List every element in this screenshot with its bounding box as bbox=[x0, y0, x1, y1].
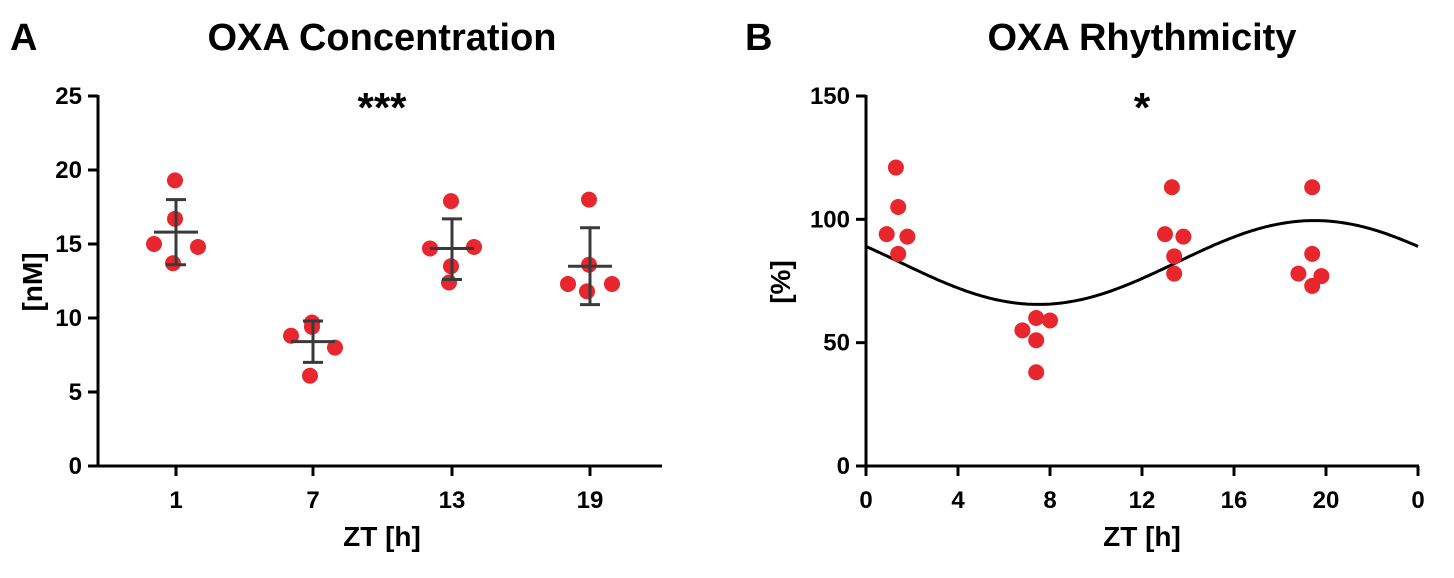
panel-b-point bbox=[899, 228, 916, 245]
panel-b-point bbox=[1157, 226, 1173, 243]
panel-a-ylabel: [nM] bbox=[17, 252, 48, 311]
panel-a-significance: *** bbox=[357, 84, 407, 131]
panel-a-point bbox=[302, 367, 318, 384]
panel-a-x-tick-label: 13 bbox=[439, 487, 466, 514]
panel-a-point bbox=[560, 275, 576, 292]
panel-a-x-tick-label: 7 bbox=[306, 487, 319, 514]
panel-a-x-tick-label: 1 bbox=[169, 487, 182, 514]
panel-a-point bbox=[441, 274, 457, 291]
panel-b-point bbox=[878, 226, 895, 243]
panel-a-y-tick-label: 10 bbox=[55, 305, 82, 332]
panel-b-point bbox=[890, 199, 907, 215]
panel-a-point bbox=[327, 339, 343, 356]
panel-b-y-tick-label: 100 bbox=[810, 206, 850, 233]
panel-b-point bbox=[1014, 322, 1031, 339]
panel-a-point bbox=[581, 191, 597, 208]
panel-a-x-tick-label: 19 bbox=[577, 487, 604, 514]
panel-b-y-tick-label: 50 bbox=[823, 330, 850, 357]
panel-b-y-tick-label: 0 bbox=[837, 453, 850, 480]
panel-a-point bbox=[190, 238, 206, 255]
panel-b-point bbox=[1304, 179, 1321, 196]
panel-a-xlabel: ZT [h] bbox=[343, 521, 421, 552]
panel-b-point bbox=[1028, 364, 1045, 381]
panel-b-letter: B bbox=[745, 17, 772, 59]
panel-b-x-tick-label: 16 bbox=[1221, 487, 1248, 514]
panel-a-letter: A bbox=[10, 17, 37, 59]
panel-a-point bbox=[283, 327, 299, 344]
panel-b-x-tick-label: 0 bbox=[1411, 487, 1424, 514]
panel-b-point bbox=[1304, 277, 1321, 294]
panel-b-ylabel: [%] bbox=[765, 260, 796, 304]
panel-b-point bbox=[1163, 179, 1180, 196]
panel-b-axes: 0 50 100 150 0 4 8 12 16 20 0 bbox=[810, 83, 1425, 514]
panel-a-point bbox=[579, 283, 595, 300]
panel-b-x-tick-label: 4 bbox=[951, 487, 965, 514]
panel-b-point bbox=[1166, 248, 1183, 265]
panel-a-point bbox=[167, 172, 183, 189]
panel-b-point bbox=[887, 159, 904, 176]
panel-a-axes: 0 5 10 15 20 25 1 7 13 19 bbox=[55, 83, 662, 514]
panel-b-y-tick-label: 150 bbox=[810, 83, 850, 110]
panel-a-point bbox=[146, 236, 162, 252]
panel-b-point bbox=[1042, 312, 1058, 329]
panel-a-y-tick-label: 20 bbox=[55, 157, 82, 184]
panel-b-point bbox=[1028, 332, 1045, 349]
panel-b-x-tick-label: 0 bbox=[859, 487, 872, 514]
panel-a-point bbox=[604, 275, 620, 292]
panel-b-marks bbox=[865, 159, 1419, 381]
panel-b-point bbox=[1290, 265, 1307, 282]
panel-a-y-tick-label: 5 bbox=[69, 379, 82, 406]
panel-a-y-tick-label: 15 bbox=[55, 231, 82, 258]
panel-a-y-tick-label: 25 bbox=[55, 83, 82, 110]
panel-b-point bbox=[1166, 265, 1183, 282]
panel-b-title: OXA Rhythmicity bbox=[988, 17, 1297, 59]
panel-a-y-tick-label: 0 bbox=[69, 453, 82, 480]
panel-a: A OXA Concentration *** ZT [h] [nM] 0 5 10… bbox=[10, 17, 662, 552]
panel-b-x-tick-label: 12 bbox=[1129, 487, 1156, 514]
panel-b-point bbox=[890, 245, 907, 262]
panel-b-xlabel: ZT [h] bbox=[1103, 521, 1181, 552]
panel-b-fit-curve bbox=[865, 219, 1419, 306]
panel-b: B OXA Rhythmicity * ZT [h] [%] 0 50 100 150… bbox=[745, 17, 1425, 552]
panel-b-point bbox=[1304, 245, 1321, 262]
panel-b-significance: * bbox=[1134, 84, 1151, 131]
panel-b-point bbox=[1175, 228, 1192, 245]
panel-a-title: OXA Concentration bbox=[207, 17, 556, 59]
panel-b-x-tick-label: 20 bbox=[1313, 487, 1340, 514]
panel-b-point bbox=[1028, 310, 1045, 326]
panel-b-x-tick-label: 8 bbox=[1043, 487, 1056, 514]
panel-a-marks bbox=[146, 172, 620, 384]
panel-a-point bbox=[443, 193, 459, 210]
